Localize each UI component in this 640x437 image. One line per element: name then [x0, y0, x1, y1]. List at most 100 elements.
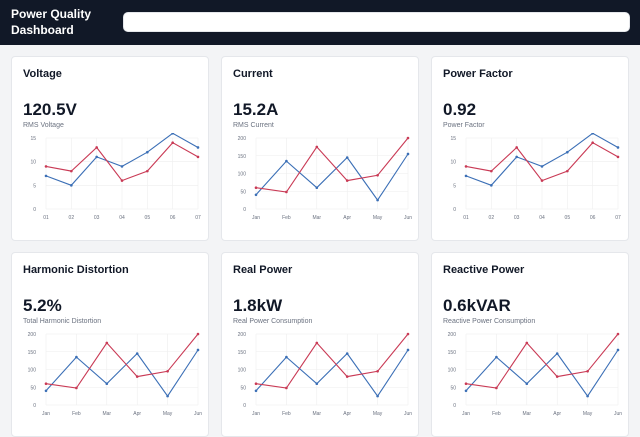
x-tick-label: 02 [69, 215, 75, 221]
series-red-point [44, 165, 48, 168]
x-tick-label: May [373, 215, 383, 221]
series-blue-point [44, 174, 48, 178]
grid-lines [465, 137, 619, 210]
grid-lines [45, 137, 199, 210]
y-tick-label: 100 [28, 368, 37, 374]
series-blue-point [254, 389, 258, 393]
card-subtitle: Power Factor [443, 122, 485, 129]
series-blue-point [555, 352, 559, 355]
x-tick-label: 07 [195, 215, 201, 221]
x-tick-label: Feb [72, 411, 81, 417]
series-red-point [495, 386, 498, 390]
card-value: 120.5V [23, 100, 77, 119]
series-red-point [171, 141, 174, 145]
series-blue-point [525, 382, 529, 385]
series-blue-point [540, 165, 544, 168]
x-tick-label: Jan [462, 411, 470, 417]
series-red-point [196, 332, 200, 336]
y-tick-label: 50 [450, 385, 456, 391]
card-title: Current [233, 68, 273, 80]
y-tick-label: 15 [30, 136, 36, 142]
x-tick-label: 01 [43, 215, 49, 221]
card-value: 1.8kW [233, 296, 283, 315]
series-red-point [586, 369, 589, 373]
x-tick-label: 05 [565, 215, 571, 221]
y-tick-label: 100 [448, 368, 457, 374]
y-tick-label: 10 [30, 160, 36, 166]
card-value: 0.6kVAR [443, 296, 511, 315]
series-red-point [376, 173, 379, 177]
grid-lines [465, 333, 619, 406]
y-tick-label: 200 [238, 332, 247, 338]
series-blue-point [345, 156, 349, 159]
series-red-point [196, 155, 200, 159]
series-red-point [105, 341, 109, 345]
search-input[interactable] [123, 12, 630, 32]
x-tick-label: 04 [119, 215, 125, 221]
series-red-line [45, 333, 199, 389]
y-tick-label: 150 [238, 350, 247, 356]
y-tick-label: 150 [238, 154, 247, 160]
series-red-point [555, 375, 559, 378]
series-red-point [254, 186, 258, 189]
card-value: 0.92 [443, 100, 477, 119]
y-tick-label: 50 [240, 189, 246, 195]
y-tick-label: 200 [238, 136, 247, 142]
x-tick-label: Jan [252, 411, 260, 417]
series-red-point [345, 179, 349, 182]
x-tick-label: Apr [553, 411, 561, 417]
harmonic-distortion-card: Harmonic Distortion 5.2% Total Harmonic … [11, 252, 209, 437]
series-blue-point [120, 165, 124, 168]
x-tick-label: 04 [539, 215, 545, 221]
card-title: Reactive Power [443, 264, 525, 276]
dashboard-title: Power Quality Dashboard [11, 7, 92, 37]
series-red-point [464, 382, 468, 385]
reactive-power-line-chart: 0 50 100 150 200 Jan Feb Mar Apr May Jun [448, 332, 623, 417]
grid-lines [45, 333, 199, 406]
series-blue-point [586, 394, 589, 398]
series-red-point [166, 369, 169, 373]
real-power-line-chart: 0 50 100 150 200 Jan Feb Mar Apr May Jun [238, 332, 413, 417]
series-blue-point [44, 389, 48, 393]
x-tick-label: Apr [343, 215, 351, 221]
series-blue-point [196, 146, 200, 149]
x-tick-label: Jan [252, 215, 260, 221]
y-tick-label: 0 [243, 403, 246, 409]
series-red-point [616, 332, 620, 336]
series-blue-line [45, 349, 199, 398]
series-red-point [285, 386, 288, 390]
series-blue-point [464, 174, 468, 178]
series-red-point [315, 145, 319, 149]
x-tick-label: 03 [514, 215, 520, 221]
x-tick-label: Jan [42, 411, 50, 417]
series-blue-point [171, 133, 174, 135]
voltage-card: Voltage 120.5V RMS Voltage 0 5 10 15 01 02 03 0… [11, 56, 209, 241]
series-blue-line [255, 153, 409, 202]
series-red-point [490, 169, 493, 173]
series-blue-point [376, 198, 379, 202]
series-blue-point [616, 348, 620, 352]
real-power-card: Real Power 1.8kW Real Power Consumption … [221, 252, 419, 437]
reactive-power-card: Reactive Power 0.6kVAR Reactive Power Co… [431, 252, 629, 437]
series-blue-point [591, 133, 594, 135]
x-tick-label: 06 [170, 215, 176, 221]
x-tick-label: Jun [194, 411, 202, 417]
series-red-point [120, 179, 124, 182]
series-blue-point [166, 394, 169, 398]
x-tick-label: Feb [282, 215, 291, 221]
card-title: Harmonic Distortion [23, 264, 129, 276]
series-blue-point [105, 382, 109, 385]
card-title: Voltage [23, 68, 62, 80]
series-blue-point [566, 150, 569, 154]
x-tick-label: 03 [94, 215, 100, 221]
y-tick-label: 200 [28, 332, 37, 338]
series-red-point [285, 190, 288, 194]
series-blue-point [146, 150, 149, 154]
series-red-line [255, 333, 409, 389]
series-red-point [525, 341, 529, 345]
series-blue-point [70, 184, 73, 187]
y-tick-label: 100 [238, 172, 247, 178]
series-blue-point [495, 355, 498, 359]
